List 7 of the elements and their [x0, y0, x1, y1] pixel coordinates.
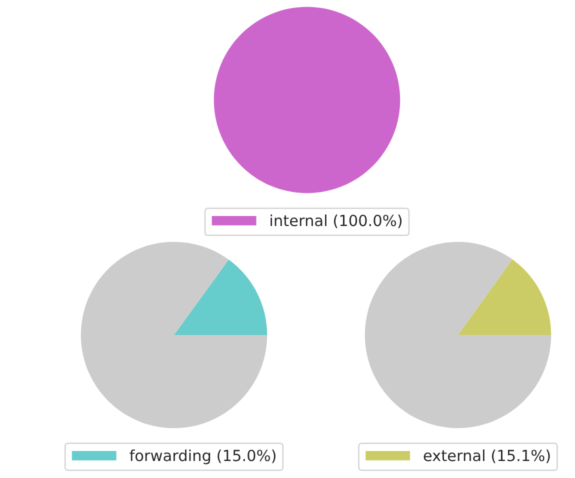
pie-slice [364, 242, 552, 428]
legend-label: external (15.1%) [424, 449, 550, 464]
pie-slice [458, 259, 552, 335]
pie-slice [80, 242, 268, 428]
legend-label: internal (100.0%) [270, 214, 402, 228]
pie-slice [174, 260, 268, 335]
legend-label: forwarding (15.0%) [130, 449, 276, 464]
